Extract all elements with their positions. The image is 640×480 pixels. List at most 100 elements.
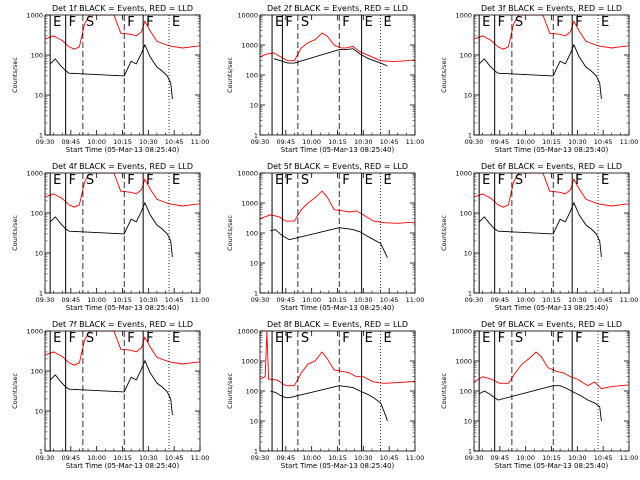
time-marker-label: E xyxy=(53,173,61,188)
lld-series-line xyxy=(45,173,200,208)
x-tick-label: 10:45 xyxy=(594,296,613,304)
x-tick-label: 10:00 xyxy=(302,296,321,304)
time-marker-label: E xyxy=(482,331,490,346)
time-marker-label: E xyxy=(365,331,373,346)
time-marker-label: E xyxy=(601,331,609,346)
x-tick-label: 10:15 xyxy=(113,454,132,462)
panel-title: Det 7f BLACK = Events, RED = LLD xyxy=(52,320,193,329)
x-tick-label: 09:30 xyxy=(465,138,484,146)
x-tick-label: 10:45 xyxy=(380,296,399,304)
y-tick-label: 10 xyxy=(464,92,472,100)
lld-series-line xyxy=(260,190,415,224)
x-axis-label: Start Time (05-Mar-13 08:25:40) xyxy=(281,304,395,312)
x-axis-label: Start Time (05-Mar-13 08:25:40) xyxy=(495,304,609,312)
lld-series-line xyxy=(474,15,629,50)
x-tick-label: 10:45 xyxy=(594,138,613,146)
x-tick-label: 10:00 xyxy=(516,296,535,304)
x-tick-label: 09:30 xyxy=(251,454,270,462)
x-axis-label: Start Time (05-Mar-13 08:25:40) xyxy=(66,462,180,470)
time-marker-label: F xyxy=(575,173,582,188)
y-tick-label: 1000 xyxy=(241,42,258,50)
y-tick-label: 1 xyxy=(39,290,43,298)
y-tick-label: 1 xyxy=(254,448,258,456)
time-marker-label: S xyxy=(515,15,523,30)
x-tick-label: 09:30 xyxy=(36,296,55,304)
x-tick-label: 11:00 xyxy=(406,138,425,146)
x-tick-label: 09:45 xyxy=(490,454,509,462)
time-marker-label: S xyxy=(301,173,309,188)
x-tick-label: 10:45 xyxy=(165,296,184,304)
y-tick-label: 1 xyxy=(468,290,472,298)
y-tick-label: 10000 xyxy=(451,328,472,336)
plot-area xyxy=(474,331,629,451)
y-tick-label: 1000 xyxy=(455,358,472,366)
y-tick-label: 100 xyxy=(31,368,43,376)
y-axis-label: Counts/sec xyxy=(11,57,19,93)
events-series-line xyxy=(49,43,173,99)
x-tick-label: 10:15 xyxy=(328,454,347,462)
plot-frame xyxy=(259,172,416,294)
events-series-line xyxy=(273,48,388,67)
y-tick-label: 1000 xyxy=(26,12,43,20)
y-tick-label: 100 xyxy=(31,52,43,60)
x-tick-label: 09:30 xyxy=(465,454,484,462)
y-tick-label: 1 xyxy=(39,132,43,140)
lld-series-line xyxy=(260,32,415,63)
events-series-line xyxy=(270,227,388,258)
x-tick-label: 10:45 xyxy=(380,454,399,462)
time-marker-label: F xyxy=(146,331,153,346)
y-tick-label: 100 xyxy=(460,52,472,60)
x-tick-label: 09:45 xyxy=(61,138,80,146)
x-tick-label: 10:30 xyxy=(139,296,158,304)
x-tick-label: 09:45 xyxy=(490,138,509,146)
x-tick-label: 09:45 xyxy=(276,138,295,146)
time-marker-label: F xyxy=(498,331,505,346)
time-marker-label: F xyxy=(127,331,134,346)
x-tick-label: 09:45 xyxy=(276,296,295,304)
panel-title: Det 2f BLACK = Events, RED = LLD xyxy=(267,4,408,13)
time-marker-label: F xyxy=(285,331,292,346)
lld-series-line xyxy=(45,15,200,50)
time-marker-label: F xyxy=(556,15,563,30)
x-tick-label: 10:30 xyxy=(568,138,587,146)
x-tick-label: 10:00 xyxy=(87,296,106,304)
x-tick-label: 11:00 xyxy=(620,454,639,462)
events-series-line xyxy=(49,201,173,257)
time-marker-label: F xyxy=(575,331,582,346)
y-axis-label: Counts/sec xyxy=(440,373,448,409)
y-axis-label: Counts/sec xyxy=(226,215,234,251)
time-marker-label: F xyxy=(146,173,153,188)
x-tick-label: 10:15 xyxy=(328,138,347,146)
time-marker-label: E xyxy=(482,15,490,30)
panel-title: Det 8f BLACK = Events, RED = LLD xyxy=(267,320,408,329)
y-axis-label: Counts/sec xyxy=(226,57,234,93)
plot-area xyxy=(45,15,200,135)
y-tick-label: 10 xyxy=(250,418,258,426)
time-marker-label: E xyxy=(53,331,61,346)
y-axis-label: Counts/sec xyxy=(226,373,234,409)
y-tick-label: 1000 xyxy=(26,170,43,178)
plot-area xyxy=(260,331,415,451)
x-tick-label: 09:45 xyxy=(61,454,80,462)
time-marker-label: E xyxy=(172,173,180,188)
x-tick-label: 11:00 xyxy=(406,454,425,462)
x-tick-label: 10:15 xyxy=(542,296,561,304)
x-tick-label: 10:15 xyxy=(542,454,561,462)
lld-series-line xyxy=(45,331,200,366)
plot-area xyxy=(260,15,415,135)
time-marker-label: E xyxy=(601,15,609,30)
y-tick-label: 1000 xyxy=(455,12,472,20)
lld-series-line xyxy=(474,351,629,390)
x-tick-label: 10:15 xyxy=(113,296,132,304)
plot-area xyxy=(45,331,200,451)
x-axis-label: Start Time (05-Mar-13 08:25:40) xyxy=(495,146,609,154)
x-axis-label: Start Time (05-Mar-13 08:25:40) xyxy=(281,146,395,154)
time-marker-label: E xyxy=(53,15,61,30)
time-marker-label: E xyxy=(384,15,392,30)
